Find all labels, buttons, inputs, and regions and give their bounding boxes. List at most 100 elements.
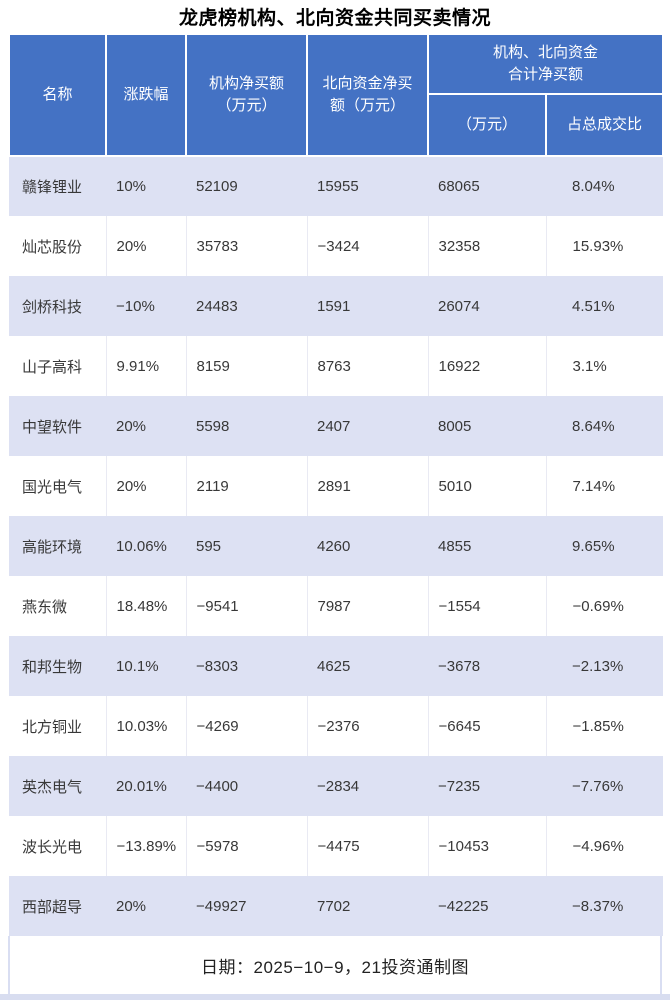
table-cell-north: 4260: [307, 516, 428, 576]
table-cell-ratio: 9.65%: [546, 516, 664, 576]
table-cell-change: 20%: [105, 216, 186, 276]
table-cell-change: −10%: [106, 276, 186, 336]
table-cell-ratio: −4.96%: [545, 816, 664, 876]
table-cell-name: 和邦生物: [9, 636, 106, 696]
table-cell-change: 20%: [106, 876, 186, 936]
date-note: 日期：2025−10−9，21投资通制图: [201, 957, 469, 977]
table-row: 山子高科 9.91% 8159 8763 16922 3.1%: [9, 336, 664, 396]
table-row: 波长光电 −13.89% −5978 −4475 −10453 −4.96%: [9, 816, 664, 876]
table-cell-ratio: −1.85%: [545, 696, 664, 756]
table-cell-total: 16922: [427, 336, 546, 396]
table-cell-change: 10.06%: [106, 516, 186, 576]
table-cell-name: 中望软件: [9, 396, 106, 456]
table-cell-change: 20%: [106, 396, 186, 456]
col-header-name: 名称: [8, 33, 107, 157]
table-row: 和邦生物 10.1% −8303 4625 −3678 −2.13%: [9, 636, 664, 696]
col-header-combined: 机构、北向资金 合计净买额: [426, 33, 665, 95]
table-cell-inst: 2119: [185, 456, 307, 516]
table-cell-total: 26074: [428, 276, 546, 336]
table-cell-name: 西部超导: [9, 876, 106, 936]
table-cell-ratio: −8.37%: [546, 876, 664, 936]
table-row: 剑桥科技 −10% 24483 1591 26074 4.51%: [9, 276, 664, 336]
footer-bar: 日期：2025−10−9，21投资通制图: [8, 936, 662, 994]
table-cell-total: −3678: [428, 636, 546, 696]
col-header-change: 涨跌幅: [105, 33, 187, 157]
table-cell-ratio: 4.51%: [546, 276, 664, 336]
table-cell-ratio: −7.76%: [546, 756, 664, 816]
table-cell-inst: 52109: [186, 156, 307, 216]
table-cell-name: 燕东微: [9, 576, 106, 636]
table-cell-name: 灿芯股份: [9, 216, 106, 276]
col-header-combined-ratio: 占总成交比: [544, 93, 665, 157]
col-header-combined-amount: （万元）: [427, 93, 547, 157]
table-cell-inst: −49927: [186, 876, 307, 936]
table-cell-total: −42225: [428, 876, 546, 936]
table-row: 北方铜业 10.03% −4269 −2376 −6645 −1.85%: [9, 696, 664, 756]
table-cell-inst: −4269: [185, 696, 307, 756]
table-cell-ratio: 7.14%: [545, 456, 664, 516]
col-header-inst-net-buy-line2: （万元）: [216, 97, 277, 114]
table-cell-inst: −4400: [186, 756, 307, 816]
table-cell-name: 波长光电: [9, 816, 106, 876]
table-cell-change: 10.1%: [106, 636, 186, 696]
table-cell-inst: −8303: [186, 636, 307, 696]
table-cell-total: 68065: [428, 156, 546, 216]
table-cell-name: 英杰电气: [9, 756, 106, 816]
table-cell-ratio: 8.04%: [546, 156, 664, 216]
table-cell-inst: −9541: [185, 576, 307, 636]
table-cell-north: 2891: [306, 456, 428, 516]
table-header: 名称 涨跌幅 机构净买额 （万元） 北向资金净买 额（万元） 机构、北向资金 合…: [8, 33, 665, 157]
table-cell-inst: 24483: [186, 276, 307, 336]
table-row: 国光电气 20% 2119 2891 5010 7.14%: [9, 456, 664, 516]
table-cell-north: 4625: [307, 636, 428, 696]
table-cell-name: 国光电气: [9, 456, 106, 516]
table-cell-north: −2834: [307, 756, 428, 816]
col-header-north-net-buy: 北向资金净买 额（万元）: [306, 33, 429, 157]
table-cell-north: −3424: [306, 216, 428, 276]
table-cell-ratio: −0.69%: [545, 576, 664, 636]
table-cell-ratio: 3.1%: [545, 336, 664, 396]
table-cell-inst: −5978: [185, 816, 307, 876]
table-row: 中望软件 20% 5598 2407 8005 8.64%: [9, 396, 664, 456]
table-cell-inst: 5598: [186, 396, 307, 456]
col-header-inst-net-buy: 机构净买额 （万元）: [185, 33, 308, 157]
table-cell-change: 10.03%: [105, 696, 186, 756]
table-cell-inst: 35783: [185, 216, 307, 276]
table-cell-change: 9.91%: [105, 336, 186, 396]
table-cell-total: −10453: [427, 816, 546, 876]
table-cell-ratio: 8.64%: [546, 396, 664, 456]
table-body: 赣锋锂业 10% 52109 15955 68065 8.04% 灿芯股份 20% 35783−…: [9, 156, 664, 936]
table-cell-north: 7987: [306, 576, 428, 636]
table-row: 赣锋锂业 10% 52109 15955 68065 8.04%: [9, 156, 664, 216]
col-header-north-net-buy-line1: 北向资金净买: [322, 75, 413, 92]
table-cell-name: 山子高科: [9, 336, 106, 396]
table-cell-name: 北方铜业: [9, 696, 106, 756]
table-row: 燕东微 18.48% −9541 7987 −1554 −0.69%: [9, 576, 664, 636]
table-cell-total: 4855: [428, 516, 546, 576]
col-header-combined-line2: 合计净买额: [508, 66, 584, 83]
table-cell-change: −13.89%: [105, 816, 186, 876]
table-cell-change: 20.01%: [106, 756, 186, 816]
table-cell-change: 18.48%: [105, 576, 186, 636]
data-table: 名称 涨跌幅 机构净买额 （万元） 北向资金净买 额（万元） 机构、北向资金 合…: [8, 33, 665, 936]
table-cell-north: −2376: [306, 696, 428, 756]
table-row: 英杰电气 20.01% −4400 −2834 −7235 −7.76%: [9, 756, 664, 816]
table-cell-north: 2407: [307, 396, 428, 456]
table-row: 灿芯股份 20% 35783 −3424 32358 15.93%: [9, 216, 664, 276]
table-cell-north: 8763: [306, 336, 428, 396]
col-header-combined-line1: 机构、北向资金: [493, 44, 599, 61]
table-cell-total: −1554: [427, 576, 546, 636]
table-cell-north: 7702: [307, 876, 428, 936]
table-cell-total: 8005: [428, 396, 546, 456]
table-cell-ratio: −2.13%: [546, 636, 664, 696]
table-cell-north: −4475: [306, 816, 428, 876]
table-cell-change: 20%: [105, 456, 186, 516]
table-row: 高能环境 10.06% 595 4260 4855 9.65%: [9, 516, 664, 576]
table-cell-name: 高能环境: [9, 516, 106, 576]
table-cell-name: 剑桥科技: [9, 276, 106, 336]
table-cell-ratio: 15.93%: [545, 216, 664, 276]
table-cell-inst: 595: [186, 516, 307, 576]
col-header-north-net-buy-line2: 额（万元）: [329, 97, 405, 114]
table-cell-north: 15955: [307, 156, 428, 216]
